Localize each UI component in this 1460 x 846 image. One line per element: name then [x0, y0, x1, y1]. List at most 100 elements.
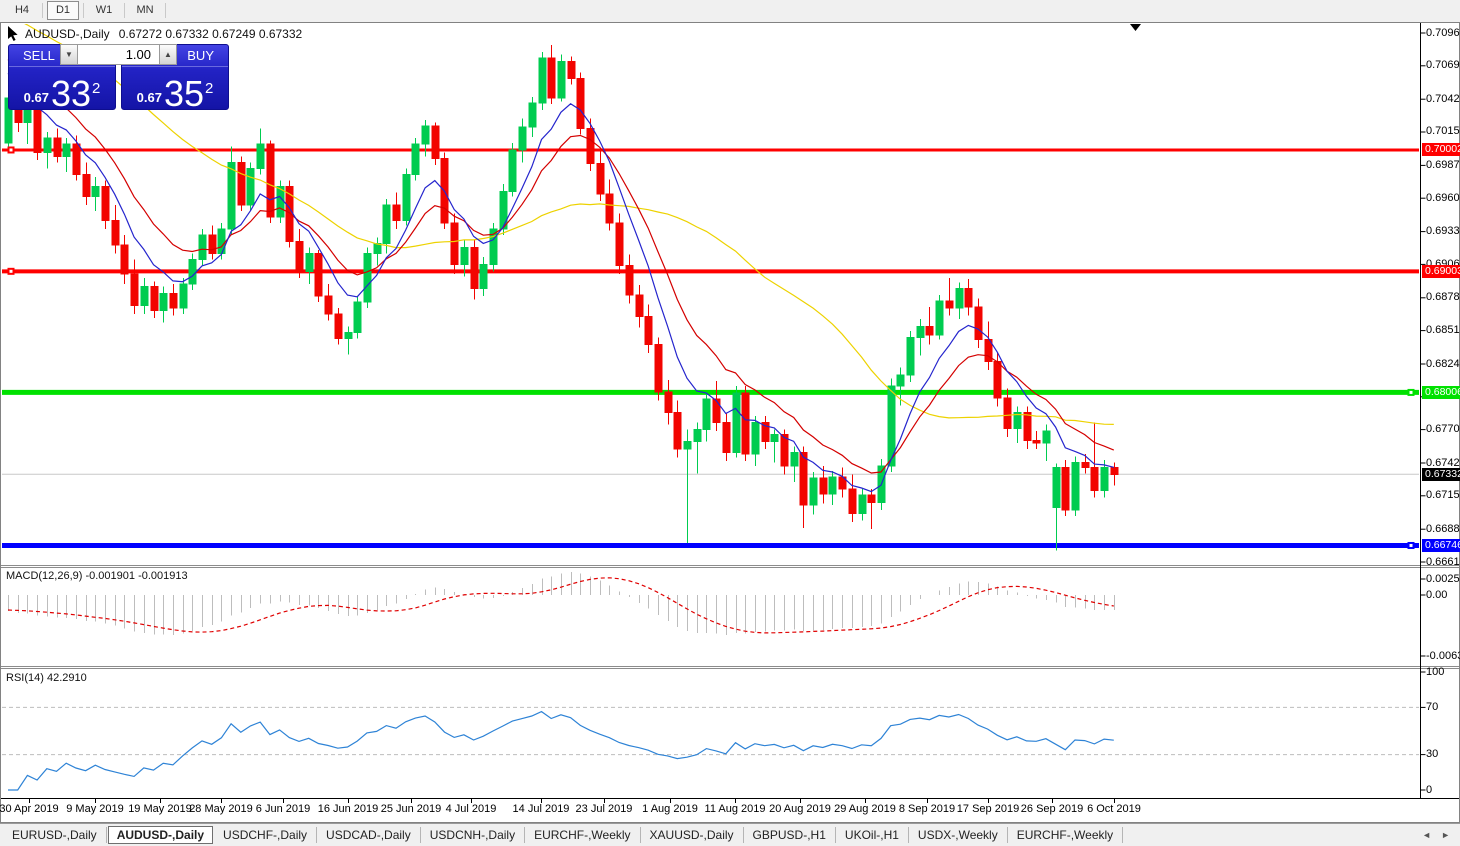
date-axis-label: 25 Jun 2019 — [380, 803, 442, 815]
volume-increase-button[interactable]: ▲ — [159, 44, 177, 65]
rsi-scale-label: 70 — [1426, 700, 1439, 713]
ma-medium-line — [7, 59, 1115, 474]
date-axis-label: 17 Sep 2019 — [956, 803, 1020, 815]
sell-price-big: 33 — [50, 73, 91, 114]
buy-price-big: 35 — [163, 73, 204, 114]
timeframe-button-w1[interactable]: W1 — [95, 4, 113, 16]
chart-header: AUDUSD-,Daily 0.67272 0.67332 0.67249 0.… — [7, 26, 302, 41]
volume-input[interactable] — [78, 44, 159, 65]
tab-usdcnh-daily[interactable]: USDCNH-,Daily — [421, 827, 526, 843]
buy-price-prefix: 0.67 — [136, 90, 162, 105]
toolbar-separator — [124, 3, 125, 18]
level-price-tag: 0.69003 — [1422, 264, 1460, 278]
date-axis-label: 26 Sep 2019 — [1020, 803, 1084, 815]
chart-shift-icon[interactable] — [1130, 24, 1141, 31]
rsi-line — [8, 710, 1114, 791]
volume-decrease-button[interactable]: ▼ — [60, 44, 78, 65]
tab-ukoil-h1[interactable]: UKOil-,H1 — [836, 827, 909, 843]
date-axis-label: 20 Aug 2019 — [769, 803, 831, 815]
buy-price[interactable]: 0.67 35 2 — [122, 67, 228, 115]
toolbar-separator — [83, 3, 84, 18]
date-axis-label: 9 May 2019 — [66, 803, 124, 815]
hline-handle-center — [9, 269, 13, 273]
tab-eurchf-weekly[interactable]: EURCHF-,Weekly — [525, 827, 641, 843]
current-price-tag: 0.67332 — [1422, 467, 1460, 481]
tab-eurusd-daily[interactable]: EURUSD-,Daily — [3, 827, 107, 843]
date-axis-label: 30 Apr 2019 — [0, 803, 59, 815]
hline-handle-center — [1409, 543, 1413, 547]
price-axis-label: 0.67425 — [1426, 456, 1460, 469]
candles-layer — [4, 45, 1119, 551]
sell-price-prefix: 0.67 — [23, 90, 49, 105]
tab-usdchf-daily[interactable]: USDCHF-,Daily — [214, 827, 318, 843]
timeframe-toolbar: H4 D1 W1 MN — [0, 0, 1460, 21]
date-axis-label: 28 May 2019 — [189, 803, 253, 815]
timeframe-button-mn[interactable]: MN — [136, 4, 154, 16]
chart-tab-bar: EURUSD-,Daily AUDUSD-,Daily USDCHF-,Daily U… — [0, 823, 1460, 846]
date-axis-label: 6 Oct 2019 — [1087, 803, 1141, 815]
macd-histogram — [8, 572, 1115, 635]
chart-ohlc-values: 0.67272 0.67332 0.67249 0.67332 — [118, 26, 303, 41]
date-axis-label: 11 Aug 2019 — [704, 803, 766, 815]
volume-spinner: ▼ ▲ — [60, 44, 177, 65]
rsi-indicator-label: RSI(14) 42.2910 — [6, 672, 87, 684]
level-price-tag: 0.68006 — [1422, 385, 1460, 399]
level-price-tag: 0.70002 — [1422, 143, 1460, 157]
rsi-scale-label: 30 — [1426, 748, 1439, 761]
macd-scale-label: 0.002574 — [1426, 572, 1460, 585]
macd-scale-label: -0.006326 — [1426, 649, 1460, 662]
price-axis-label: 0.69605 — [1426, 191, 1460, 204]
level-price-tag: 0.66746 — [1422, 538, 1460, 552]
tabs-scroll-right-icon[interactable]: ► — [1441, 830, 1450, 840]
price-axis-label: 0.70965 — [1426, 26, 1460, 39]
timeframe-button-d1[interactable]: D1 — [47, 1, 79, 20]
tab-gbpusd-h1[interactable]: GBPUSD-,H1 — [744, 827, 836, 843]
rsi-scale-label: 0 — [1426, 783, 1433, 796]
date-axis-label: 1 Aug 2019 — [642, 803, 698, 815]
tab-audusd-daily[interactable]: AUDUSD-,Daily — [107, 826, 214, 844]
date-axis-label: 8 Sep 2019 — [898, 803, 956, 815]
date-axis-label: 29 Aug 2019 — [834, 803, 896, 815]
macd-scale-label: 0.00 — [1426, 588, 1448, 601]
sell-price-pip: 2 — [92, 80, 101, 97]
macd-indicator-label: MACD(12,26,9) -0.001901 -0.001913 — [6, 570, 188, 582]
timeframe-button-h4[interactable]: H4 — [14, 4, 30, 16]
ma-slow-line — [24, 24, 1114, 425]
buy-price-pip: 2 — [205, 80, 214, 97]
date-axis-label: 6 Jun 2019 — [255, 803, 311, 815]
sell-price[interactable]: 0.67 33 2 — [9, 67, 115, 115]
sell-button[interactable]: SELL — [23, 48, 55, 63]
tab-eurchf-weekly[interactable]: EURCHF-,Weekly — [1008, 827, 1124, 843]
tab-usdx-weekly[interactable]: USDX-,Weekly — [909, 827, 1008, 843]
date-axis-label: 16 Jun 2019 — [317, 803, 379, 815]
price-axis-label: 0.68515 — [1426, 324, 1460, 337]
toolbar-separator — [42, 3, 43, 18]
buy-button[interactable]: BUY — [187, 48, 214, 63]
tabs-scroll-left-icon[interactable]: ◄ — [1422, 830, 1432, 840]
toolbar-separator — [165, 3, 166, 18]
ma-fast-line — [7, 73, 1114, 493]
date-axis-label: 23 Jul 2019 — [575, 803, 633, 815]
chevron-down-icon: ▼ — [65, 50, 73, 59]
hline-handle-center — [9, 148, 13, 152]
price-axis-label: 0.69875 — [1426, 158, 1460, 171]
hline-handle-center — [1409, 390, 1413, 394]
rsi-scale-label: 100 — [1426, 665, 1445, 678]
date-axis-label: 4 Jul 2019 — [445, 803, 497, 815]
tab-xauusd-daily[interactable]: XAUUSD-,Daily — [641, 827, 744, 843]
price-axis-label: 0.70695 — [1426, 59, 1460, 72]
date-axis-label: 19 May 2019 — [128, 803, 192, 815]
tab-usdcad-daily[interactable]: USDCAD-,Daily — [317, 827, 421, 843]
macd-signal-line — [7, 577, 1114, 634]
chart-symbol-label: AUDUSD-,Daily — [25, 26, 110, 41]
chevron-up-icon: ▲ — [164, 50, 172, 59]
